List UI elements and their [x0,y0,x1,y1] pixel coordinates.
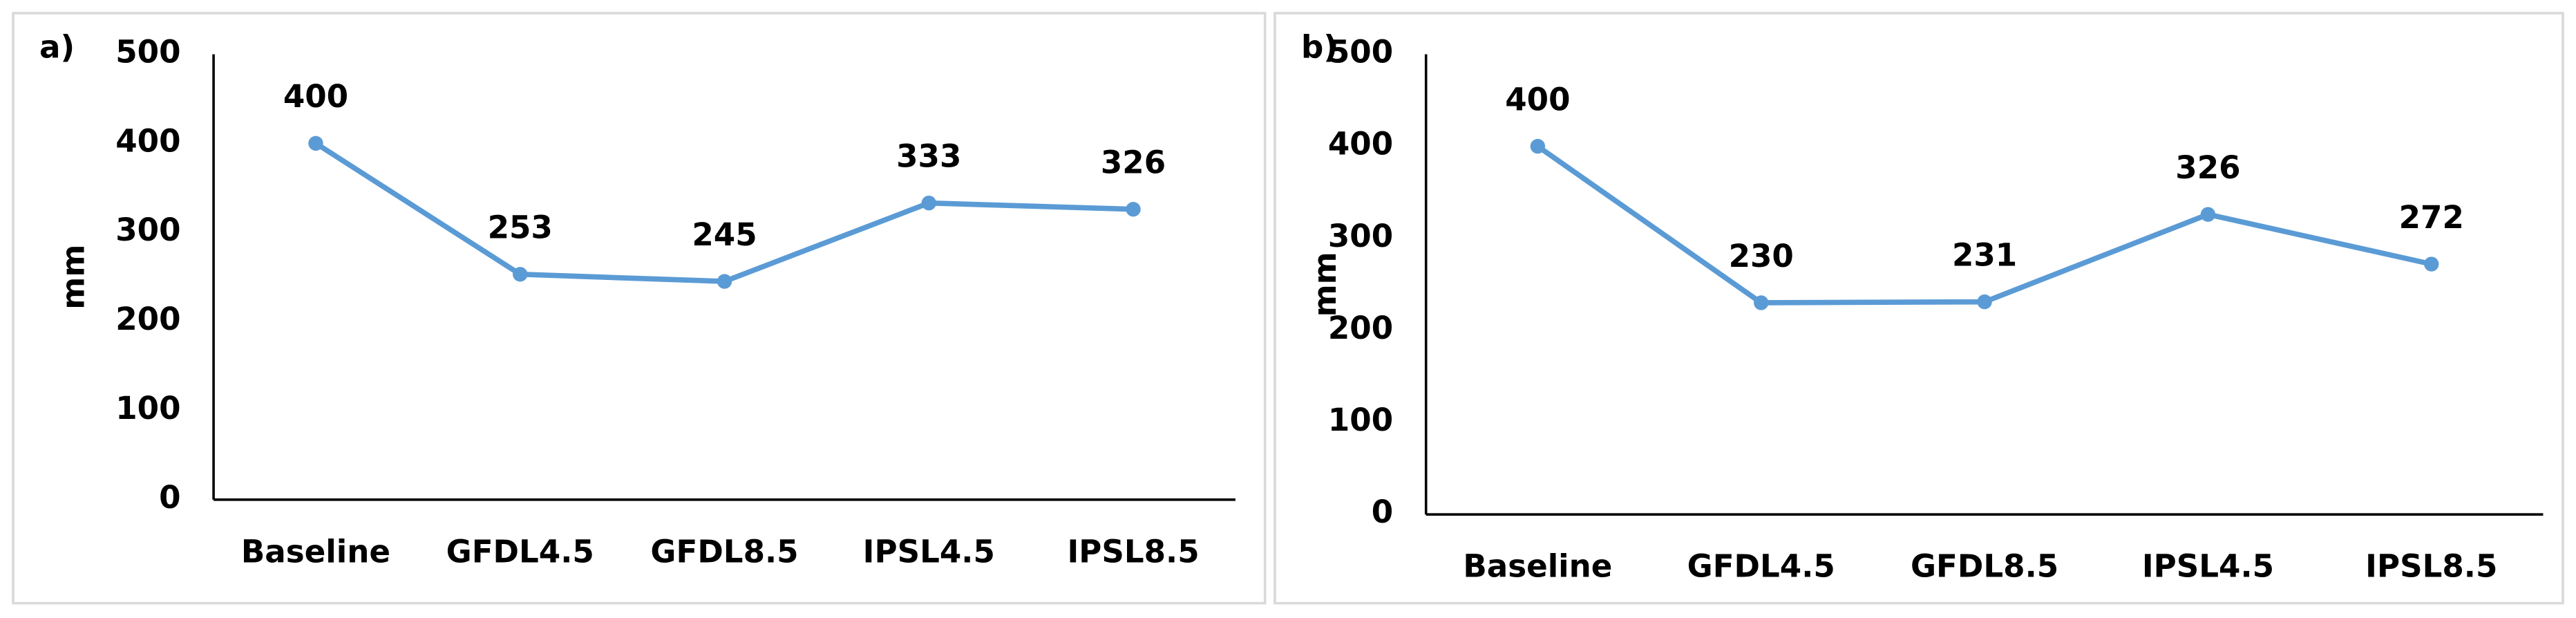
y-tick-label: 500 [115,33,180,70]
y-axis-label: mm [55,245,91,310]
y-axis-label: mm [1307,252,1343,317]
y-tick-label: 400 [1328,126,1393,162]
y-tick-label: 300 [115,212,180,248]
data-label: 400 [283,78,348,115]
x-tick-label: GFDL4.5 [1687,548,1835,585]
y-tick-label: 300 [1328,218,1393,254]
data-label: 253 [488,209,553,246]
y-tick-label: 400 [115,122,180,159]
y-tick-label: 100 [115,390,180,427]
marker [1977,294,1992,310]
y-tick-label: 0 [1372,494,1393,530]
y-tick-label: 200 [1328,310,1393,346]
data-label: 326 [1101,144,1166,181]
y-tick-label: 500 [1328,33,1393,70]
x-tick-label: Baseline [1463,548,1612,585]
marker [513,267,528,282]
data-label: 231 [1952,236,2017,273]
panel-label: a) [39,28,75,65]
x-tick-label: IPSL4.5 [863,533,995,570]
x-tick-label: GFDL8.5 [650,533,798,570]
x-tick-label: Baseline [241,533,390,570]
marker [308,135,323,151]
panel-frame [12,12,1267,605]
marker [1754,295,1769,310]
data-label: 245 [692,216,757,253]
data-label: 333 [896,138,961,174]
data-label: 400 [1505,81,1570,118]
x-tick-label: IPSL8.5 [2365,548,2497,585]
panel-frame [1273,12,2564,605]
data-label: 230 [1729,238,1794,274]
marker [1530,138,1546,154]
x-tick-label: IPSL8.5 [1067,533,1199,570]
x-tick-label: IPSL4.5 [2142,548,2274,585]
data-label: 272 [2399,199,2464,236]
marker [921,195,936,211]
y-tick-label: 100 [1328,402,1393,438]
panel-label: b) [1301,28,1338,65]
data-label: 326 [2175,149,2240,186]
x-tick-label: GFDL8.5 [1911,548,2058,585]
marker [2200,207,2216,222]
marker [717,274,732,289]
y-tick-label: 0 [159,479,180,516]
x-tick-label: GFDL4.5 [446,533,594,570]
marker [2424,256,2439,272]
marker [1126,202,1141,217]
y-tick-label: 200 [115,301,180,337]
